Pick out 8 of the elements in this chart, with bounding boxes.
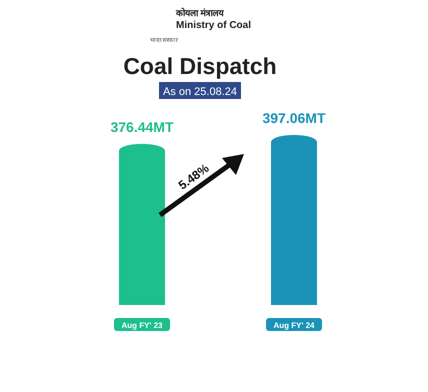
data-label: 376.44MT (110, 118, 174, 135)
text: Ministry of Coal (176, 20, 252, 31)
text: कोयला मंत्रालय (175, 7, 224, 18)
chart-subtitle: As on 25.08.24 (162, 86, 238, 98)
x-tick-label: Aug FY' 24 (273, 321, 316, 330)
chart-title: Coal Dispatch (123, 53, 277, 79)
x-tick-label: Aug FY' 23 (121, 321, 164, 330)
data-label: 397.06MT (262, 110, 326, 126)
